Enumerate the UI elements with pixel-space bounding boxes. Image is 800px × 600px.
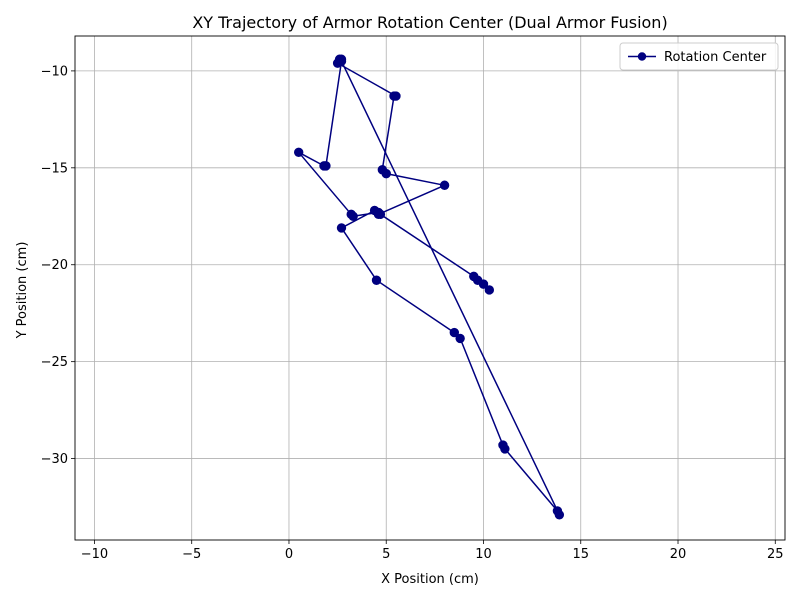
data-point xyxy=(381,168,391,179)
plot-area: −10 −5 0 5 10 15 20 25 −30 −25 −20 −15 −10 xyxy=(41,35,786,562)
legend-label: Rotation Center xyxy=(664,50,767,65)
legend-box xyxy=(619,42,779,71)
axes-frame xyxy=(74,35,786,541)
x-tick-label: −10 xyxy=(81,547,108,562)
y-tick-label: −10 xyxy=(41,64,68,79)
y-tick-label: −20 xyxy=(41,258,68,273)
y-tick-label: −30 xyxy=(41,452,68,467)
legend-marker-swatch xyxy=(637,52,647,61)
y-axis-label: Y Position (cm) xyxy=(15,242,30,340)
data-point xyxy=(293,147,304,158)
data-point xyxy=(375,209,386,220)
data-point xyxy=(554,510,565,520)
x-tick-label: −5 xyxy=(182,547,201,562)
x-tick-label: 15 xyxy=(572,547,589,562)
legend: Rotation Center xyxy=(619,42,779,71)
data-point xyxy=(478,279,489,289)
data-point xyxy=(439,180,450,190)
data-point xyxy=(500,444,510,454)
plot-background xyxy=(75,36,785,540)
data-point xyxy=(336,223,347,233)
chart-title: XY Trajectory of Armor Rotation Center (… xyxy=(192,13,667,32)
y-tick-label: −15 xyxy=(41,161,68,176)
x-tick-label: 20 xyxy=(670,547,687,562)
x-tick-label: 25 xyxy=(767,547,784,562)
data-point xyxy=(449,327,460,338)
data-point xyxy=(455,333,465,344)
x-axis-label: X Position (cm) xyxy=(381,572,479,587)
data-point xyxy=(319,161,329,171)
data-point xyxy=(484,285,495,295)
x-tick-label: 5 xyxy=(382,547,390,562)
y-tick-label: −25 xyxy=(41,355,68,370)
x-tick-label: 10 xyxy=(475,547,492,562)
data-point xyxy=(389,91,399,101)
data-point xyxy=(336,56,347,66)
data-point xyxy=(371,275,382,285)
data-point xyxy=(348,211,358,221)
x-tick-label: 0 xyxy=(285,547,293,562)
